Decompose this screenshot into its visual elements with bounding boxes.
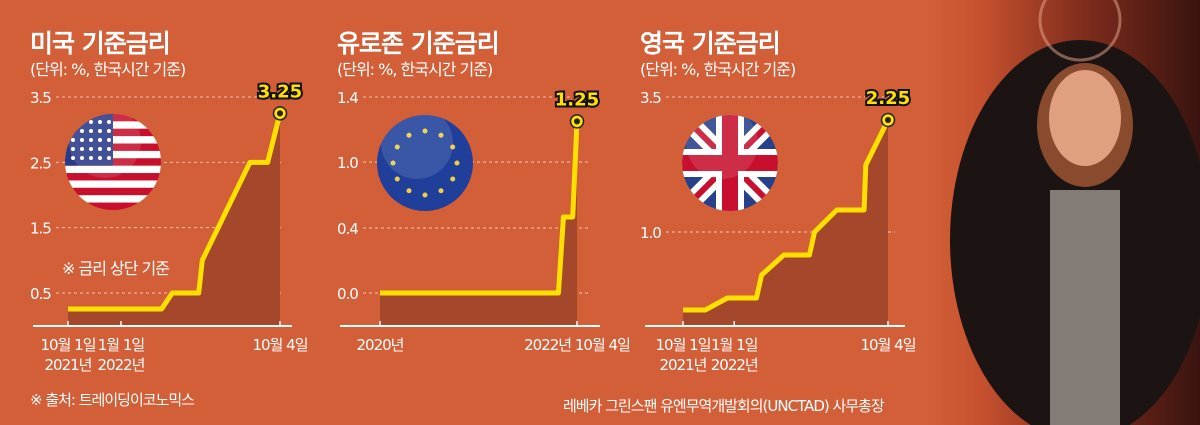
flag-star	[394, 176, 400, 182]
flag-star	[89, 147, 93, 151]
flag-stripe	[65, 180, 161, 188]
flag-star	[71, 120, 75, 124]
flag-star	[438, 132, 444, 138]
speaker-silhouette	[950, 0, 1200, 425]
chart-title-us: 미국 기준금리	[30, 29, 171, 58]
flag-star	[71, 147, 75, 151]
flag-star	[107, 147, 111, 151]
chart-subtitle-eu: (단위: %, 한국시간 기준)	[337, 60, 493, 79]
end-value-label: 1.25	[555, 89, 599, 110]
flag-star	[98, 129, 102, 133]
source-note: ※ 출처: 트레이딩이코노믹스	[30, 391, 195, 409]
x-tick-label: 10월 1일	[41, 336, 96, 354]
flag-star	[406, 132, 412, 138]
flag-stripe	[65, 202, 161, 210]
flag-body	[65, 114, 161, 210]
flag-star	[89, 120, 93, 124]
flag-star	[422, 192, 428, 198]
rate-line	[380, 121, 580, 296]
eu-flag-icon	[377, 115, 473, 211]
flag-star	[98, 156, 102, 160]
area-fill	[380, 121, 577, 326]
end-point-center	[277, 110, 283, 117]
y-tick-label: 3.5	[30, 89, 51, 107]
flag-stripe	[65, 165, 161, 174]
x-tick-label: 10월 1일	[656, 336, 711, 354]
us-flag-icon	[65, 114, 161, 210]
flag-star	[80, 129, 84, 133]
flag-star	[450, 144, 456, 150]
flag-star	[394, 144, 400, 150]
flag-star	[450, 176, 456, 182]
flag-star	[98, 138, 102, 142]
flag-star	[80, 120, 84, 124]
flag-star	[107, 120, 111, 124]
flag-star	[98, 120, 102, 124]
y-tick-label: 1.4	[337, 89, 358, 107]
flag-star	[454, 160, 460, 166]
chart-subtitle-us: (단위: %, 한국시간 기준)	[30, 60, 186, 79]
flag-star	[107, 129, 111, 133]
y-tick-label: 0.0	[337, 285, 358, 303]
x-tick-label: 10월 4일	[861, 336, 916, 354]
flag-gloss	[381, 115, 453, 179]
chart-subtitle-uk: (단위: %, 한국시간 기준)	[640, 60, 796, 79]
y-tick-label: 0.4	[337, 220, 358, 238]
speaker-photo	[930, 0, 1200, 425]
x-tick-label: 2022년	[98, 356, 145, 374]
uk-flag-icon	[682, 115, 778, 211]
flag-body	[682, 115, 778, 211]
flag-star	[422, 128, 428, 134]
x-tick-label: 2022년	[711, 356, 758, 374]
end-point-center	[885, 117, 891, 123]
chart-title-eu: 유로존 기준금리	[337, 29, 500, 58]
end-point-center	[574, 118, 580, 125]
rate-line	[683, 118, 891, 313]
y-tick-label: 2.5	[30, 154, 51, 172]
x-tick-label: 1월 1일	[711, 336, 758, 354]
flag-star	[107, 138, 111, 142]
x-tick-label: 1월 1일	[98, 336, 145, 354]
flag-stripe	[65, 173, 161, 181]
flag-star	[80, 147, 84, 151]
flag-star	[71, 129, 75, 133]
flag-star	[80, 138, 84, 142]
x-tick-label: 2020년	[357, 336, 404, 354]
flag-stripe	[65, 195, 161, 203]
flag-cross-red	[722, 115, 738, 211]
y-tick-label: 1.0	[640, 224, 661, 242]
flag-star	[80, 156, 84, 160]
end-value-label: 2.25	[866, 88, 910, 109]
us-note: ※ 금리 상단 기준	[62, 259, 170, 278]
x-tick-label: 2022년 10월 4일	[524, 336, 630, 354]
flag-star	[406, 188, 412, 194]
x-tick-label: 2021년	[45, 356, 92, 374]
y-tick-label: 1.5	[30, 220, 51, 238]
flag-star	[89, 156, 93, 160]
flag-stripe	[65, 187, 161, 196]
end-value-label: 3.25	[258, 81, 302, 102]
chart-title-uk: 영국 기준금리	[640, 29, 781, 58]
area-fill	[683, 120, 888, 326]
flag-star	[71, 138, 75, 142]
flag-star	[98, 147, 102, 151]
flag-star	[390, 160, 396, 166]
flag-star	[89, 129, 93, 133]
photo-caption: 레베카 그린스팬 유엔무역개발회의(UNCTAD) 사무총장	[563, 397, 885, 415]
y-tick-label: 0.5	[30, 285, 51, 303]
flag-star	[107, 156, 111, 160]
flag-star	[71, 156, 75, 160]
y-tick-label: 1.0	[337, 154, 358, 172]
flag-gloss	[69, 114, 141, 178]
y-tick-label: 3.5	[640, 89, 661, 107]
flag-gloss	[686, 115, 758, 179]
area-fill	[68, 113, 280, 326]
rate-line	[68, 112, 283, 312]
flag-star	[438, 188, 444, 194]
x-tick-label: 2021년	[660, 356, 707, 374]
flag-star	[89, 138, 93, 142]
x-tick-label: 10월 4일	[253, 336, 308, 354]
flag-body	[377, 115, 473, 211]
